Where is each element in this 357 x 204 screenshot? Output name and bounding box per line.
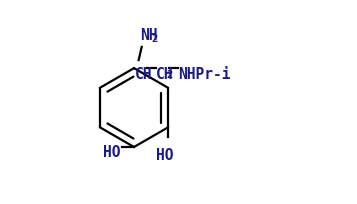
Text: NHPr-i: NHPr-i	[178, 66, 231, 81]
Text: 2: 2	[167, 70, 173, 80]
Text: 2: 2	[151, 34, 157, 44]
Text: CH: CH	[156, 66, 174, 81]
Text: HO: HO	[156, 147, 174, 162]
Text: NH: NH	[140, 28, 157, 43]
Text: CH: CH	[135, 66, 152, 81]
Text: HO: HO	[103, 144, 120, 159]
